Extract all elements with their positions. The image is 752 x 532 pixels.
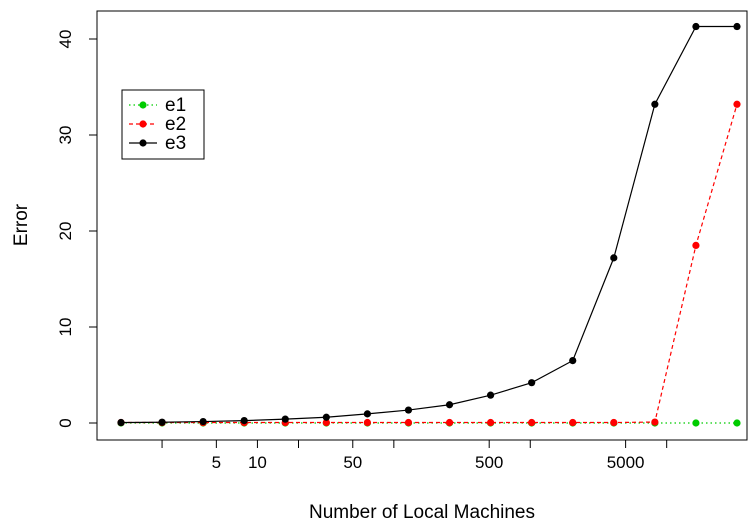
x-tick-label: 500 [475, 453, 503, 472]
data-point-e2 [487, 418, 495, 427]
y-axis-label: Error [11, 203, 32, 246]
data-point-e3 [363, 410, 371, 418]
series-layer [117, 22, 741, 427]
data-point-e3 [651, 100, 659, 108]
x-tick-label: 50 [343, 453, 362, 472]
data-point-e2 [651, 418, 659, 426]
legend-label-e2: e2 [165, 114, 186, 135]
data-point-e3 [692, 22, 700, 31]
data-point-e2 [692, 241, 700, 249]
data-point-e2 [569, 418, 577, 427]
data-point-e2 [610, 418, 618, 427]
x-tick-label: 10 [248, 453, 267, 472]
x-axis: 5 10 50 500 5000 [161, 439, 668, 472]
data-point-e3 [487, 391, 495, 399]
legend-marker-e1 [139, 101, 147, 109]
series-line-e2 [121, 104, 738, 424]
series-e2 [117, 100, 741, 427]
data-point-e3 [528, 379, 536, 387]
data-point-e3 [117, 418, 125, 427]
x-tick-label: 5000 [607, 453, 645, 472]
data-point-e3 [158, 418, 166, 426]
data-point-e2 [404, 418, 413, 427]
plot-frame [96, 10, 748, 441]
x-tick-label: 5 [212, 453, 221, 472]
x-axis-label: Number of Local Machines [309, 502, 535, 523]
data-point-e3 [281, 415, 289, 423]
data-point-e3 [404, 406, 413, 414]
data-point-e3 [569, 357, 577, 365]
data-point-e3 [733, 22, 741, 31]
data-point-e1 [692, 419, 700, 427]
legend-marker-e2 [139, 120, 147, 128]
y-tick-label: 20 [56, 222, 75, 241]
y-tick-label: 40 [56, 30, 75, 49]
data-point-e3 [240, 417, 248, 425]
series-e3 [117, 22, 741, 427]
y-tick-label: 30 [56, 126, 75, 145]
data-point-e3 [322, 413, 330, 421]
data-point-e3 [610, 254, 618, 262]
data-point-e2 [528, 418, 536, 427]
data-point-e3 [445, 401, 454, 409]
data-point-e2 [363, 418, 371, 427]
data-point-e2 [322, 418, 330, 427]
data-point-e2 [733, 100, 741, 108]
data-point-e3 [199, 417, 207, 426]
data-point-e1 [733, 419, 741, 427]
legend-label-e1: e1 [165, 95, 186, 116]
y-tick-label: 0 [56, 418, 75, 427]
data-point-e2 [445, 418, 454, 427]
legend-marker-e3 [139, 139, 147, 147]
legend-box [121, 89, 205, 160]
y-axis: 0 10 20 30 40 [56, 30, 98, 428]
series-line-e3 [120, 25, 737, 424]
legend-label-e3: e3 [165, 133, 186, 154]
y-tick-label: 10 [56, 318, 75, 337]
